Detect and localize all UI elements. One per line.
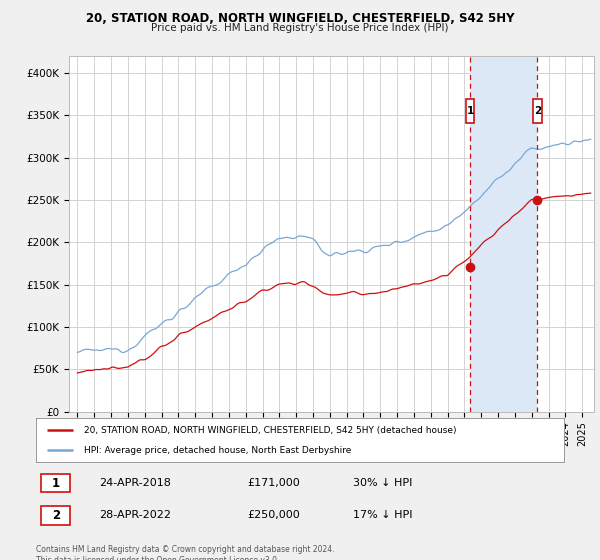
- Text: 17% ↓ HPI: 17% ↓ HPI: [353, 510, 412, 520]
- Text: Price paid vs. HM Land Registry's House Price Index (HPI): Price paid vs. HM Land Registry's House …: [151, 23, 449, 33]
- Text: £171,000: £171,000: [247, 478, 300, 488]
- Text: 24-APR-2018: 24-APR-2018: [100, 478, 171, 488]
- Text: £250,000: £250,000: [247, 510, 300, 520]
- Text: 30% ↓ HPI: 30% ↓ HPI: [353, 478, 412, 488]
- Text: 28-APR-2022: 28-APR-2022: [100, 510, 172, 520]
- FancyBboxPatch shape: [41, 474, 70, 492]
- Text: 20, STATION ROAD, NORTH WINGFIELD, CHESTERFIELD, S42 5HY: 20, STATION ROAD, NORTH WINGFIELD, CHEST…: [86, 12, 514, 25]
- Text: 2: 2: [533, 106, 541, 116]
- Text: 1: 1: [52, 477, 60, 489]
- FancyBboxPatch shape: [466, 99, 474, 123]
- FancyBboxPatch shape: [533, 99, 542, 123]
- Text: 2: 2: [52, 509, 60, 522]
- Bar: [470, 56, 537, 412]
- Text: HPI: Average price, detached house, North East Derbyshire: HPI: Average price, detached house, Nort…: [83, 446, 351, 455]
- FancyBboxPatch shape: [41, 506, 70, 525]
- Text: 20, STATION ROAD, NORTH WINGFIELD, CHESTERFIELD, S42 5HY (detached house): 20, STATION ROAD, NORTH WINGFIELD, CHEST…: [83, 426, 456, 435]
- Text: Contains HM Land Registry data © Crown copyright and database right 2024.
This d: Contains HM Land Registry data © Crown c…: [36, 545, 335, 560]
- Text: 1: 1: [466, 106, 473, 116]
